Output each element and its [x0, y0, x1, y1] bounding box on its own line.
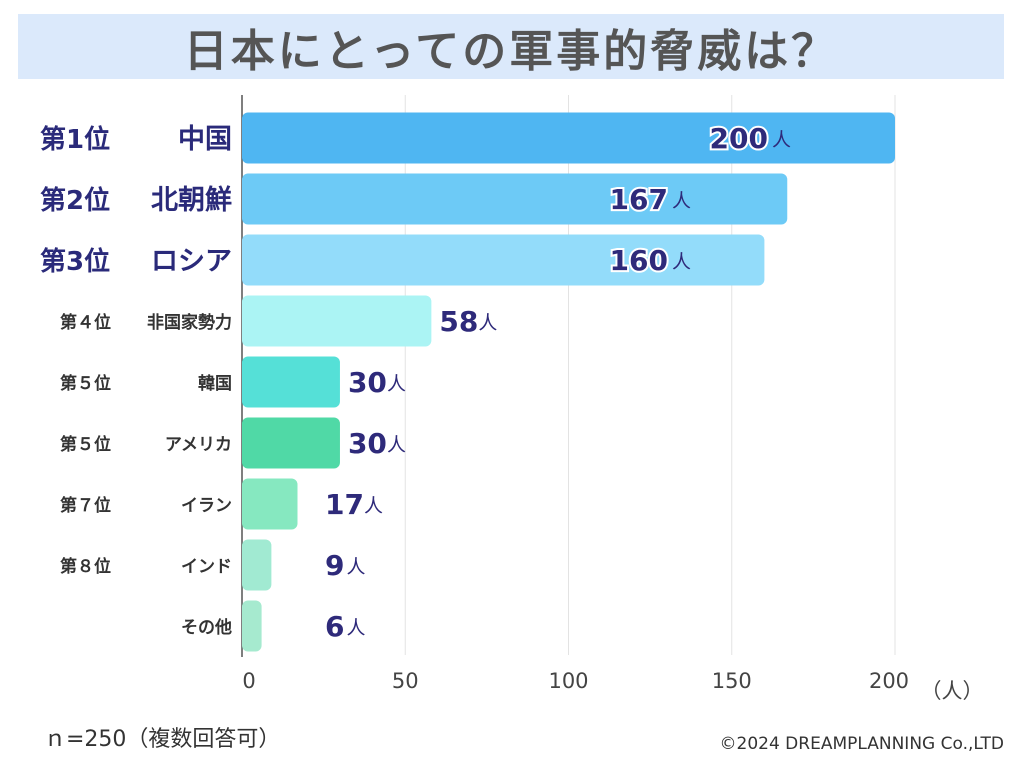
- value-unit-label: 人: [387, 434, 406, 456]
- rank-label: 第４位: [60, 312, 111, 333]
- x-tick-label: 150: [712, 669, 752, 693]
- value-unit-label: 人: [478, 312, 497, 334]
- value-unit-label: 人: [387, 373, 406, 395]
- rank-label: 第５位: [60, 373, 111, 394]
- bar: [242, 112, 895, 164]
- x-axis-label: （人）: [921, 679, 984, 703]
- bar: [242, 173, 788, 225]
- x-tick-label: 0: [242, 669, 255, 693]
- bar: [242, 356, 340, 408]
- value-label: 160: [610, 244, 668, 277]
- value-label: 200: [710, 122, 768, 155]
- category-label: 韓国: [198, 373, 232, 394]
- category-label: ロシア: [151, 246, 232, 277]
- category-label: アメリカ: [165, 435, 232, 455]
- bar: [242, 600, 262, 652]
- rank-label: 第５位: [60, 434, 111, 455]
- chart-title: 日本にとっての軍事的脅威は？: [183, 25, 839, 77]
- x-tick-label: 50: [392, 669, 419, 693]
- value-unit-label: 人: [672, 251, 691, 273]
- category-label: 北朝鮮: [151, 184, 232, 216]
- category-label: イラン: [181, 496, 232, 516]
- value-unit-label: 人: [347, 556, 366, 578]
- value-label: 167: [610, 183, 668, 216]
- value-label: 30: [348, 366, 387, 399]
- rank-label: 第3位: [40, 246, 110, 277]
- x-tick-label: 200: [869, 669, 909, 693]
- value-label: 30: [348, 427, 387, 460]
- rank-label: 第８位: [60, 556, 111, 577]
- sample-size-note: ｎ=250（複数回答可）: [44, 727, 281, 752]
- value-label: 6: [325, 610, 344, 643]
- bar: [242, 234, 765, 286]
- bar: [242, 417, 340, 469]
- value-unit-label: 人: [672, 190, 691, 212]
- value-label: 9: [325, 549, 344, 582]
- value-label: 17: [325, 488, 364, 521]
- bar: [242, 478, 298, 530]
- category-label: その他: [181, 617, 232, 638]
- rank-label: 第2位: [40, 185, 110, 216]
- rank-label: 第７位: [60, 495, 111, 516]
- title-bar: 日本にとっての軍事的脅威は？: [18, 14, 1004, 79]
- category-label: 中国: [178, 124, 232, 155]
- x-tick-label: 100: [548, 669, 588, 693]
- rank-label: 第1位: [40, 124, 110, 155]
- value-label: 58: [439, 305, 478, 338]
- bar: [242, 295, 432, 347]
- value-unit-label: 人: [364, 495, 383, 517]
- value-unit-label: 人: [772, 129, 791, 151]
- copyright: ©2024 DREAMPLANNING Co.,LTD: [719, 734, 1004, 754]
- value-unit-label: 人: [347, 617, 366, 639]
- category-label: 非国家勢力: [147, 312, 232, 333]
- category-label: インド: [181, 557, 232, 577]
- bar: [242, 539, 272, 591]
